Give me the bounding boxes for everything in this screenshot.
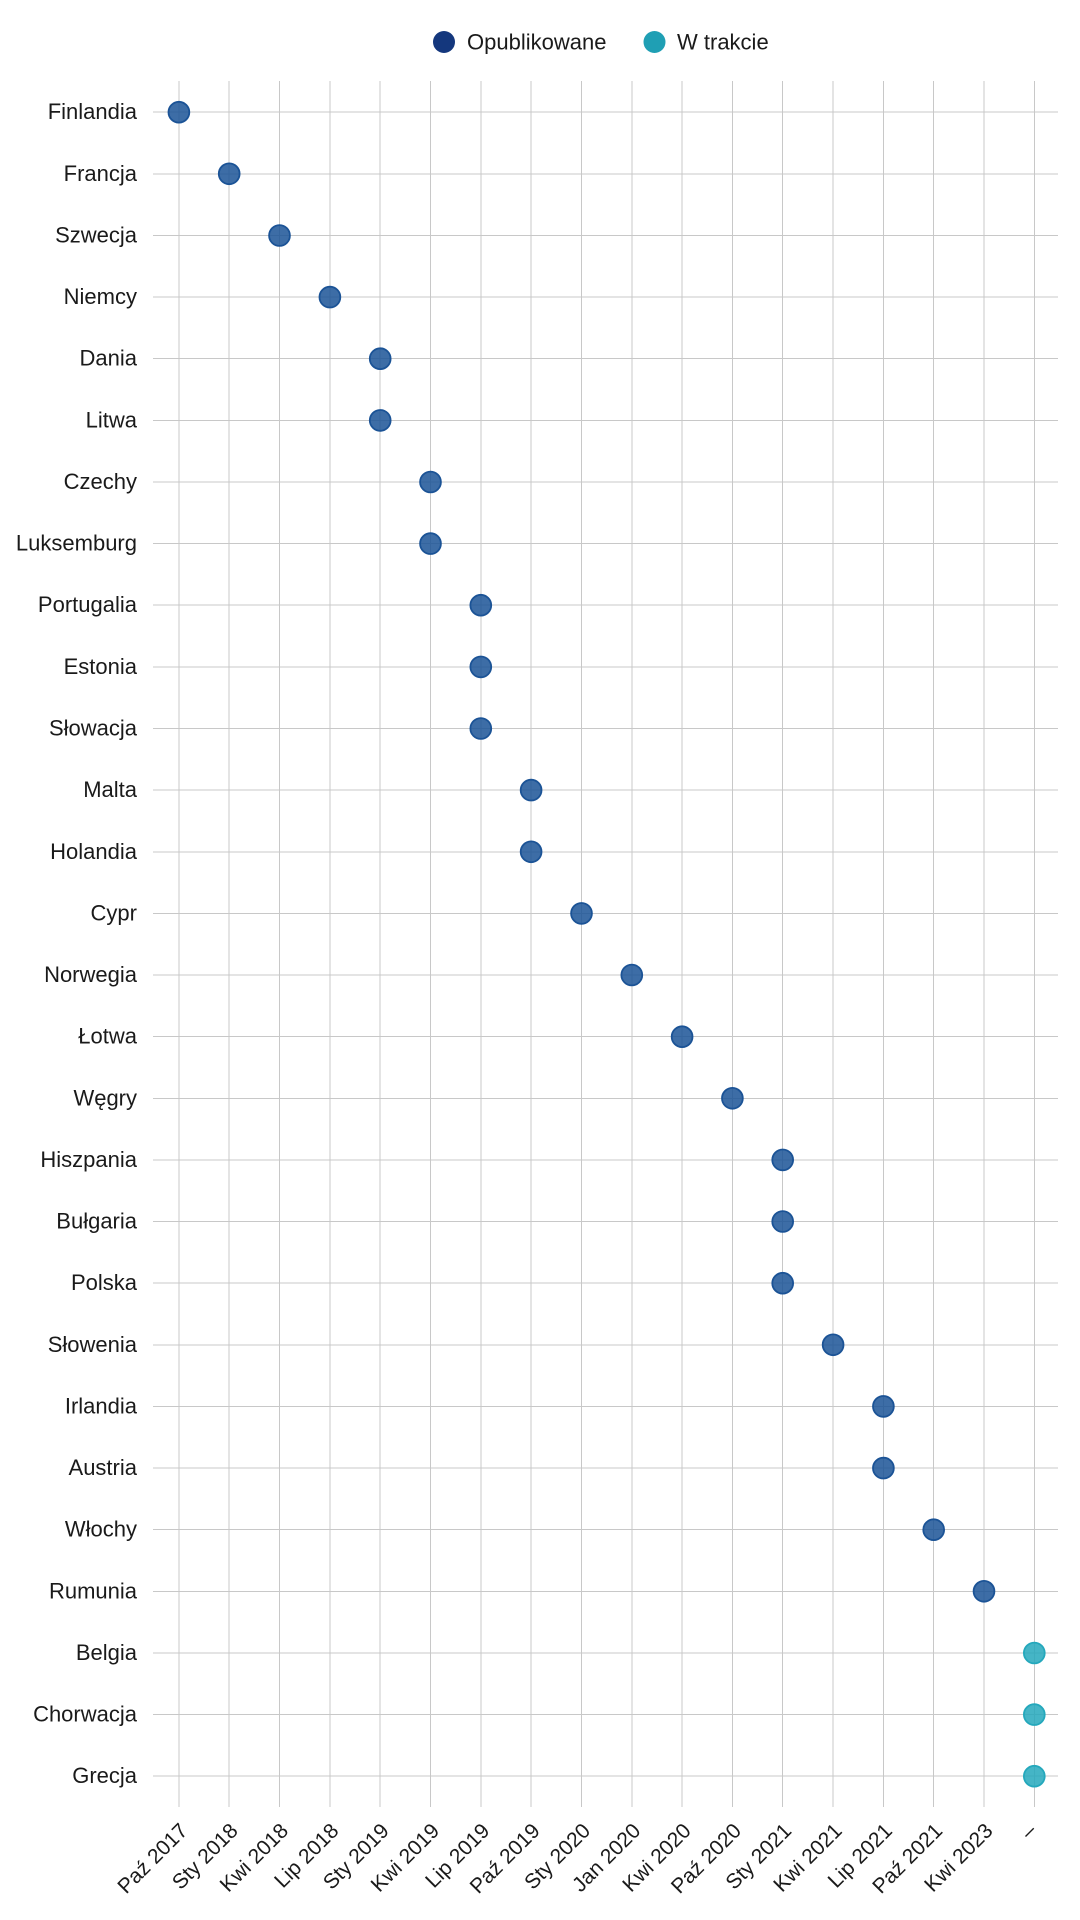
- svg-text:Polska: Polska: [71, 1270, 138, 1295]
- svg-text:Dania: Dania: [80, 346, 138, 371]
- svg-text:Belgia: Belgia: [76, 1640, 138, 1665]
- svg-text:Francja: Francja: [64, 161, 138, 186]
- svg-text:Chorwacja: Chorwacja: [33, 1702, 138, 1727]
- svg-text:Holandia: Holandia: [50, 839, 138, 864]
- svg-text:Austria: Austria: [69, 1455, 138, 1480]
- svg-text:Włochy: Włochy: [65, 1517, 137, 1542]
- svg-text:Opublikowane: Opublikowane: [467, 30, 606, 55]
- svg-text:Litwa: Litwa: [86, 407, 138, 432]
- svg-text:Słowenia: Słowenia: [48, 1332, 138, 1357]
- svg-text:Bułgaria: Bułgaria: [56, 1209, 137, 1234]
- svg-text:Malta: Malta: [83, 777, 138, 802]
- svg-text:Portugalia: Portugalia: [38, 592, 138, 617]
- svg-text:Luksemburg: Luksemburg: [16, 531, 137, 556]
- svg-text:Cypr: Cypr: [91, 900, 137, 925]
- svg-text:Łotwa: Łotwa: [78, 1024, 137, 1049]
- svg-text:Niemcy: Niemcy: [64, 284, 137, 309]
- svg-text:Węgry: Węgry: [73, 1085, 137, 1110]
- svg-text:Hiszpania: Hiszpania: [40, 1147, 137, 1172]
- svg-text:Grecja: Grecja: [72, 1763, 138, 1788]
- svg-text:Czechy: Czechy: [64, 469, 137, 494]
- svg-text:Rumunia: Rumunia: [49, 1578, 138, 1603]
- svg-text:Estonia: Estonia: [64, 654, 138, 679]
- svg-text:Finlandia: Finlandia: [48, 99, 138, 124]
- svg-text:Słowacja: Słowacja: [49, 716, 138, 741]
- svg-text:W trakcie: W trakcie: [677, 30, 769, 55]
- svg-text:Norwegia: Norwegia: [44, 962, 138, 987]
- svg-text:Szwecja: Szwecja: [55, 223, 138, 248]
- svg-text:Irlandia: Irlandia: [65, 1393, 138, 1418]
